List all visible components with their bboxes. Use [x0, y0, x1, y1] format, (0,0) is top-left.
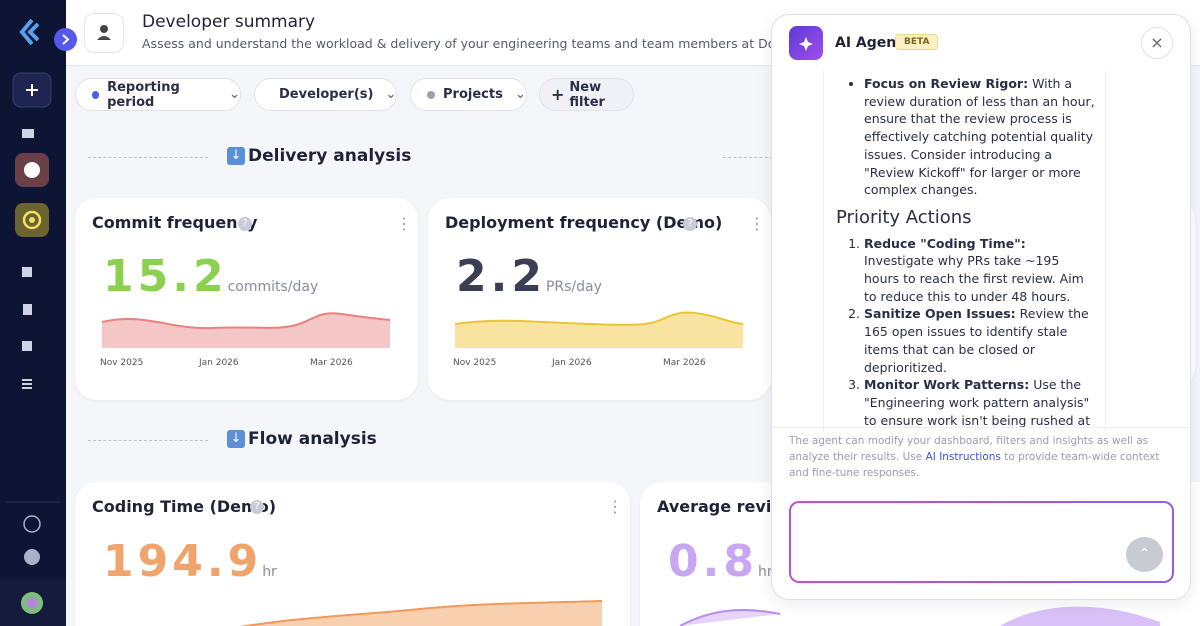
- target-icon: [22, 210, 42, 230]
- sparkline: [102, 312, 391, 348]
- agent-note: The agent can modify your dashboard, fil…: [789, 433, 1175, 481]
- panel-title: AI Agent: [835, 35, 903, 51]
- send-button[interactable]: ⌃: [1126, 537, 1163, 572]
- filter-label: Developer(s): [279, 87, 374, 102]
- metric: 2.2PRs/day: [456, 251, 602, 302]
- divider: [723, 157, 773, 158]
- expand-button[interactable]: [53, 27, 78, 52]
- item-label: Monitor Work Patterns:: [864, 377, 1030, 393]
- avatar: [26, 597, 38, 609]
- sparkline: [240, 600, 603, 626]
- x-label: Nov 2025: [453, 358, 497, 368]
- metric-value: 2.2: [456, 251, 546, 302]
- card-title: Commit frequency: [92, 213, 258, 232]
- note-text: The agent can modify your dashboard, fil…: [789, 435, 1149, 463]
- list-icon[interactable]: [22, 379, 32, 389]
- filter-label: Projects: [443, 87, 503, 102]
- list-item: Reduce "Coding Time": Investigate why PR…: [864, 235, 1095, 306]
- x-label: Mar 2026: [663, 358, 706, 368]
- metric-value: 194.9: [103, 536, 263, 587]
- page-subtitle: Assess and understand the workload & del…: [142, 36, 813, 51]
- help-icon[interactable]: ?: [250, 500, 264, 514]
- plus-icon: [26, 84, 38, 96]
- sidebar: [0, 0, 66, 626]
- metric: 15.2commits/day: [103, 251, 318, 302]
- metric: 0.8hr: [668, 536, 773, 587]
- new-filter-button[interactable]: + New filter: [539, 78, 634, 111]
- ai-instructions-link[interactable]: AI Instructions: [925, 451, 1001, 463]
- metric-unit: commits/day: [227, 279, 319, 295]
- divider: [88, 157, 208, 158]
- item-label: Reduce "Coding Time":: [864, 235, 1026, 251]
- help-icon[interactable]: ?: [683, 217, 697, 231]
- agent-response: Focus on Review Rigor: With a review dur…: [823, 71, 1106, 431]
- filter-pill[interactable]: Developer(s) ⌄: [254, 78, 397, 111]
- item-text: With a review duration of less than an h…: [864, 76, 1095, 198]
- target-icon: [29, 217, 35, 223]
- menu-icon[interactable]: ⋮: [607, 497, 623, 516]
- page-icon: [84, 13, 124, 53]
- menu-icon[interactable]: ⋮: [749, 214, 765, 233]
- sparkline: [455, 311, 744, 348]
- metric-card: Coding Time (Demo) ? ⋮ 194.9hr: [75, 482, 630, 626]
- metric: 194.9hr: [103, 536, 277, 587]
- filter-label: Reporting period: [107, 79, 180, 110]
- bullet-list: Focus on Review Rigor: With a review dur…: [824, 75, 1105, 199]
- section-title: Delivery analysis: [248, 146, 412, 166]
- agent-icon: [789, 26, 823, 60]
- card-title: Average review: [657, 497, 797, 516]
- item-label: Focus on Review Rigor:: [864, 76, 1029, 91]
- menu-icon[interactable]: ⋮: [396, 214, 412, 233]
- filter-pill[interactable]: Projects ⌄: [410, 78, 527, 111]
- item-text: Investigate why PRs take ~195 hours to r…: [864, 253, 1084, 304]
- close-button[interactable]: ×: [1141, 27, 1173, 59]
- sparkline: [680, 606, 1160, 626]
- arrow-icon: ↓: [227, 430, 245, 448]
- card-title: Coding Time (Demo): [92, 497, 276, 516]
- chat-icon[interactable]: [24, 549, 40, 565]
- x-label: Jan 2026: [199, 358, 239, 368]
- divider: [88, 440, 208, 441]
- action-list: Reduce "Coding Time": Investigate why PR…: [824, 235, 1105, 431]
- filter-pill[interactable]: Reporting period ⌄: [75, 78, 241, 111]
- metric-unit: hr: [757, 564, 773, 580]
- metric-value: 0.8: [668, 536, 758, 587]
- item-text: Use the "Engineering work pattern analys…: [864, 377, 1091, 431]
- item-label: Sanitize Open Issues:: [864, 306, 1016, 322]
- metric-unit: PRs/day: [545, 279, 602, 295]
- list-item: Sanitize Open Issues: Review the 165 ope…: [864, 305, 1095, 376]
- x-label: Mar 2026: [310, 358, 353, 368]
- arrow-icon: ↓: [227, 147, 245, 165]
- x-label: Nov 2025: [100, 358, 144, 368]
- x-label: Jan 2026: [552, 358, 592, 368]
- note-icon[interactable]: [22, 341, 32, 351]
- divider: [772, 427, 1190, 428]
- help-icon[interactable]: ?: [238, 217, 252, 231]
- page-title: Developer summary: [142, 12, 316, 32]
- metric-value: 15.2: [103, 251, 228, 302]
- layers-icon[interactable]: [23, 515, 41, 533]
- list-item: Focus on Review Rigor: With a review dur…: [864, 75, 1095, 199]
- sidebar-icons: [0, 18, 66, 626]
- ai-agent-panel: AI Agent BETA × Focus on Review Rigor: W…: [771, 14, 1191, 600]
- doc-icon[interactable]: [23, 304, 32, 315]
- list-item: Monitor Work Patterns: Use the "Engineer…: [864, 376, 1095, 431]
- metric-card: Commit frequency ? ⋮ 15.2commits/day Nov…: [75, 198, 418, 400]
- badge: BETA: [895, 34, 939, 50]
- metric-card: Deployment frequency (Demo) ? ⋮ 2.2PRs/d…: [428, 198, 771, 400]
- tag-icon[interactable]: [22, 267, 32, 277]
- section-title: Flow analysis: [248, 429, 377, 449]
- note-text: to provide team-wide context and fine-tu…: [789, 451, 1160, 479]
- section-heading: Priority Actions: [836, 206, 972, 228]
- item-text: Review the 165 open issues to identify s…: [864, 306, 1089, 375]
- metric-unit: hr: [262, 564, 277, 580]
- box-icon[interactable]: [22, 129, 34, 138]
- card-title: Deployment frequency (Demo): [445, 213, 723, 232]
- message-input[interactable]: [789, 501, 1174, 583]
- pie-icon: [24, 162, 40, 178]
- logo: [19, 18, 40, 46]
- filter-label: New filter: [569, 79, 605, 110]
